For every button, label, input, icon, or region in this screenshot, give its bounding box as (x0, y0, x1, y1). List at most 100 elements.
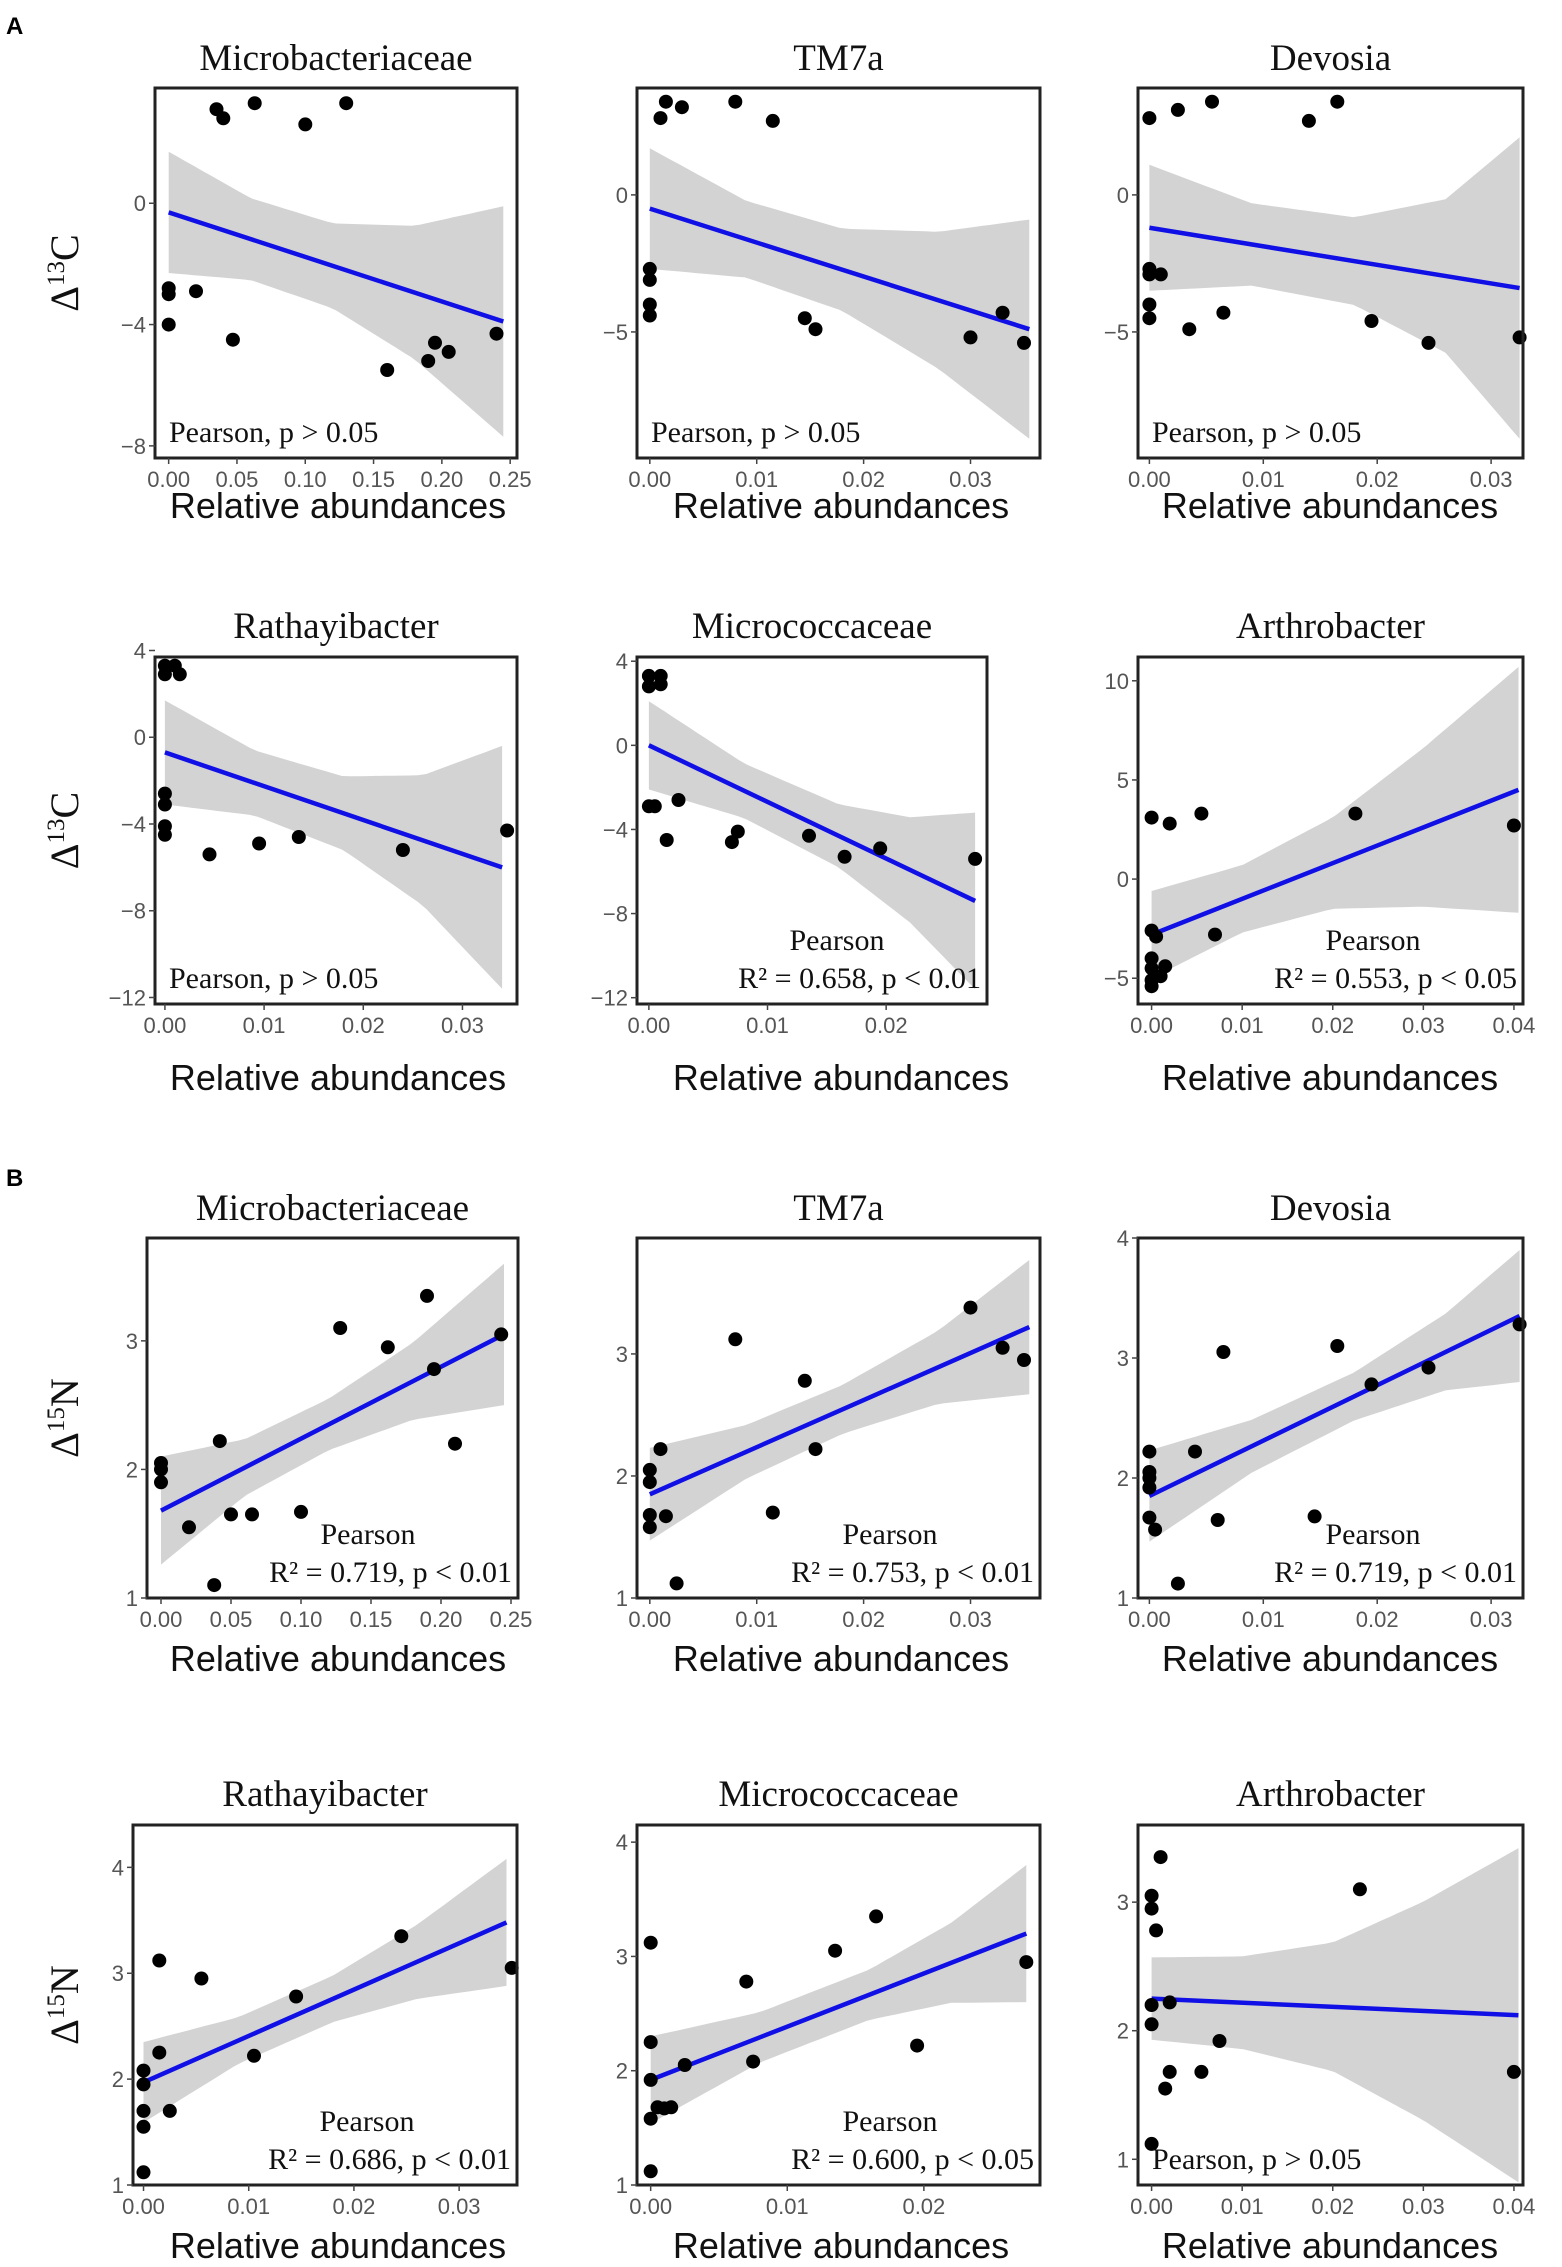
x-tick-label: 0.01 (735, 1607, 778, 1632)
data-point (1149, 1923, 1164, 1938)
y-axis-label-delta: Δ (42, 2019, 87, 2045)
y-axis-label-isotope: 13 (43, 818, 70, 843)
data-point (641, 679, 656, 694)
stats-annotation-result: R² = 0.753, p < 0.01 (791, 1556, 1034, 1589)
x-tick-label: 0.15 (352, 467, 395, 492)
confidence-band (649, 1260, 1030, 1541)
x-tick-label: 0.01 (1242, 467, 1285, 492)
y-tick-label: 0 (134, 191, 146, 216)
x-tick-label: 0.10 (280, 1607, 323, 1632)
x-tick-label: 0.00 (1128, 1607, 1171, 1632)
x-tick-label: 0.02 (342, 1013, 385, 1038)
stats-annotation: Pearson, p > 0.05 (1152, 2143, 1361, 2176)
plot-frame (153, 655, 519, 1006)
x-tick-label: 0.00 (1128, 467, 1171, 492)
data-point (421, 354, 436, 368)
x-tick-label: 0.02 (842, 467, 885, 492)
data-point (1144, 979, 1159, 994)
data-point (1144, 1888, 1159, 1903)
data-point (797, 1373, 812, 1388)
data-point (802, 828, 816, 843)
data-point (395, 843, 410, 857)
data-point (658, 94, 673, 109)
data-point (730, 824, 745, 839)
plot-tm7a-b: 0.00 0.01 0.02 0.03 1 2 3 TM7a Relative abundanc… (616, 1188, 1042, 1679)
data-point (647, 799, 662, 814)
data-point (1153, 267, 1168, 282)
data-point (136, 2063, 151, 2078)
x-tick-label: 0.03 (1402, 1013, 1445, 1038)
data-point (161, 287, 176, 302)
data-point (1142, 1510, 1157, 1525)
y-tick-label: 4 (134, 638, 146, 663)
plot-frame (145, 1236, 520, 1600)
data-point (428, 335, 442, 350)
x-tick-label: 0.04 (1493, 1013, 1536, 1038)
data-point (1144, 951, 1159, 966)
data-point (642, 1520, 657, 1535)
data-point (1205, 94, 1219, 109)
data-point (157, 786, 172, 801)
data-point (873, 841, 888, 856)
data-point (1348, 806, 1363, 821)
data-point (298, 117, 313, 132)
data-point (162, 2103, 177, 2118)
regression-line (164, 750, 503, 870)
x-tick-label: 0.04 (1493, 2194, 1536, 2219)
stats-annotation-method: Pearson (321, 1518, 416, 1551)
plot-arthrobacter-b: 0.00 0.01 0.02 0.03 0.04 1 2 3 Arthrobacter Relat… (1117, 1774, 1536, 2266)
data-point (247, 96, 262, 111)
x-tick-label: 0.01 (1242, 1607, 1285, 1632)
confidence-band (648, 701, 976, 990)
x-tick-label: 0.03 (441, 1013, 484, 1038)
data-point (728, 1332, 743, 1347)
data-point (643, 2164, 658, 2179)
y-axis-label-isotope: 13 (43, 261, 70, 286)
data-point (136, 2165, 151, 2180)
data-point (339, 96, 354, 111)
data-point (968, 851, 983, 866)
data-point (1364, 1377, 1379, 1392)
data-point (1194, 806, 1209, 821)
x-tick-label: 0.02 (1356, 1607, 1399, 1632)
data-point (728, 94, 743, 109)
x-axis-label: Relative abundances (170, 2225, 506, 2266)
data-point (136, 2077, 151, 2092)
data-point (643, 2035, 658, 2050)
stats-annotation: Pearson, p > 0.05 (651, 416, 860, 449)
y-tick-label: 4 (1117, 1226, 1129, 1251)
y-tick-label: 3 (112, 1961, 124, 1986)
stats-annotation-method: Pearson (320, 2105, 415, 2138)
data-point (1142, 311, 1157, 326)
x-tick-label: 0.01 (243, 1013, 286, 1038)
x-axis-label: Relative abundances (170, 485, 506, 526)
plot-arthrobacter-a: 0.00 0.01 0.02 0.03 0.04 −5 0 5 10 Arthrobacter Re… (1104, 606, 1535, 1098)
x-tick-label: 0.03 (1402, 2194, 1445, 2219)
regression-line (1150, 787, 1520, 937)
x-tick-label: 0.00 (1130, 2194, 1173, 2219)
data-point (1330, 1339, 1345, 1353)
y-axis-label: Δ15N (42, 1965, 87, 2045)
data-point (441, 344, 456, 359)
data-point (202, 847, 217, 862)
plot-title: Micrococcaceae (718, 1774, 958, 1815)
plot-frame (1136, 655, 1525, 1006)
confidence-band (649, 148, 1030, 439)
y-tick-label: 1 (1117, 1586, 1129, 1611)
data-point (1208, 927, 1222, 942)
data-point (294, 1504, 308, 1519)
data-point (380, 363, 395, 377)
y-axis-label: Δ13C (42, 234, 87, 311)
regression-line (1149, 225, 1520, 291)
data-point (653, 677, 668, 692)
data-point (291, 830, 306, 844)
y-tick-label: −4 (603, 817, 628, 842)
y-axis-label-delta: Δ (42, 1432, 87, 1458)
data-point (152, 1953, 167, 1968)
y-tick-label: −12 (109, 985, 146, 1010)
data-point (963, 330, 978, 345)
x-tick-label: 0.05 (210, 1607, 253, 1632)
regression-line (1151, 1996, 1519, 2018)
y-axis-label-delta: Δ (42, 843, 87, 869)
x-tick-label: 0.25 (490, 1607, 533, 1632)
